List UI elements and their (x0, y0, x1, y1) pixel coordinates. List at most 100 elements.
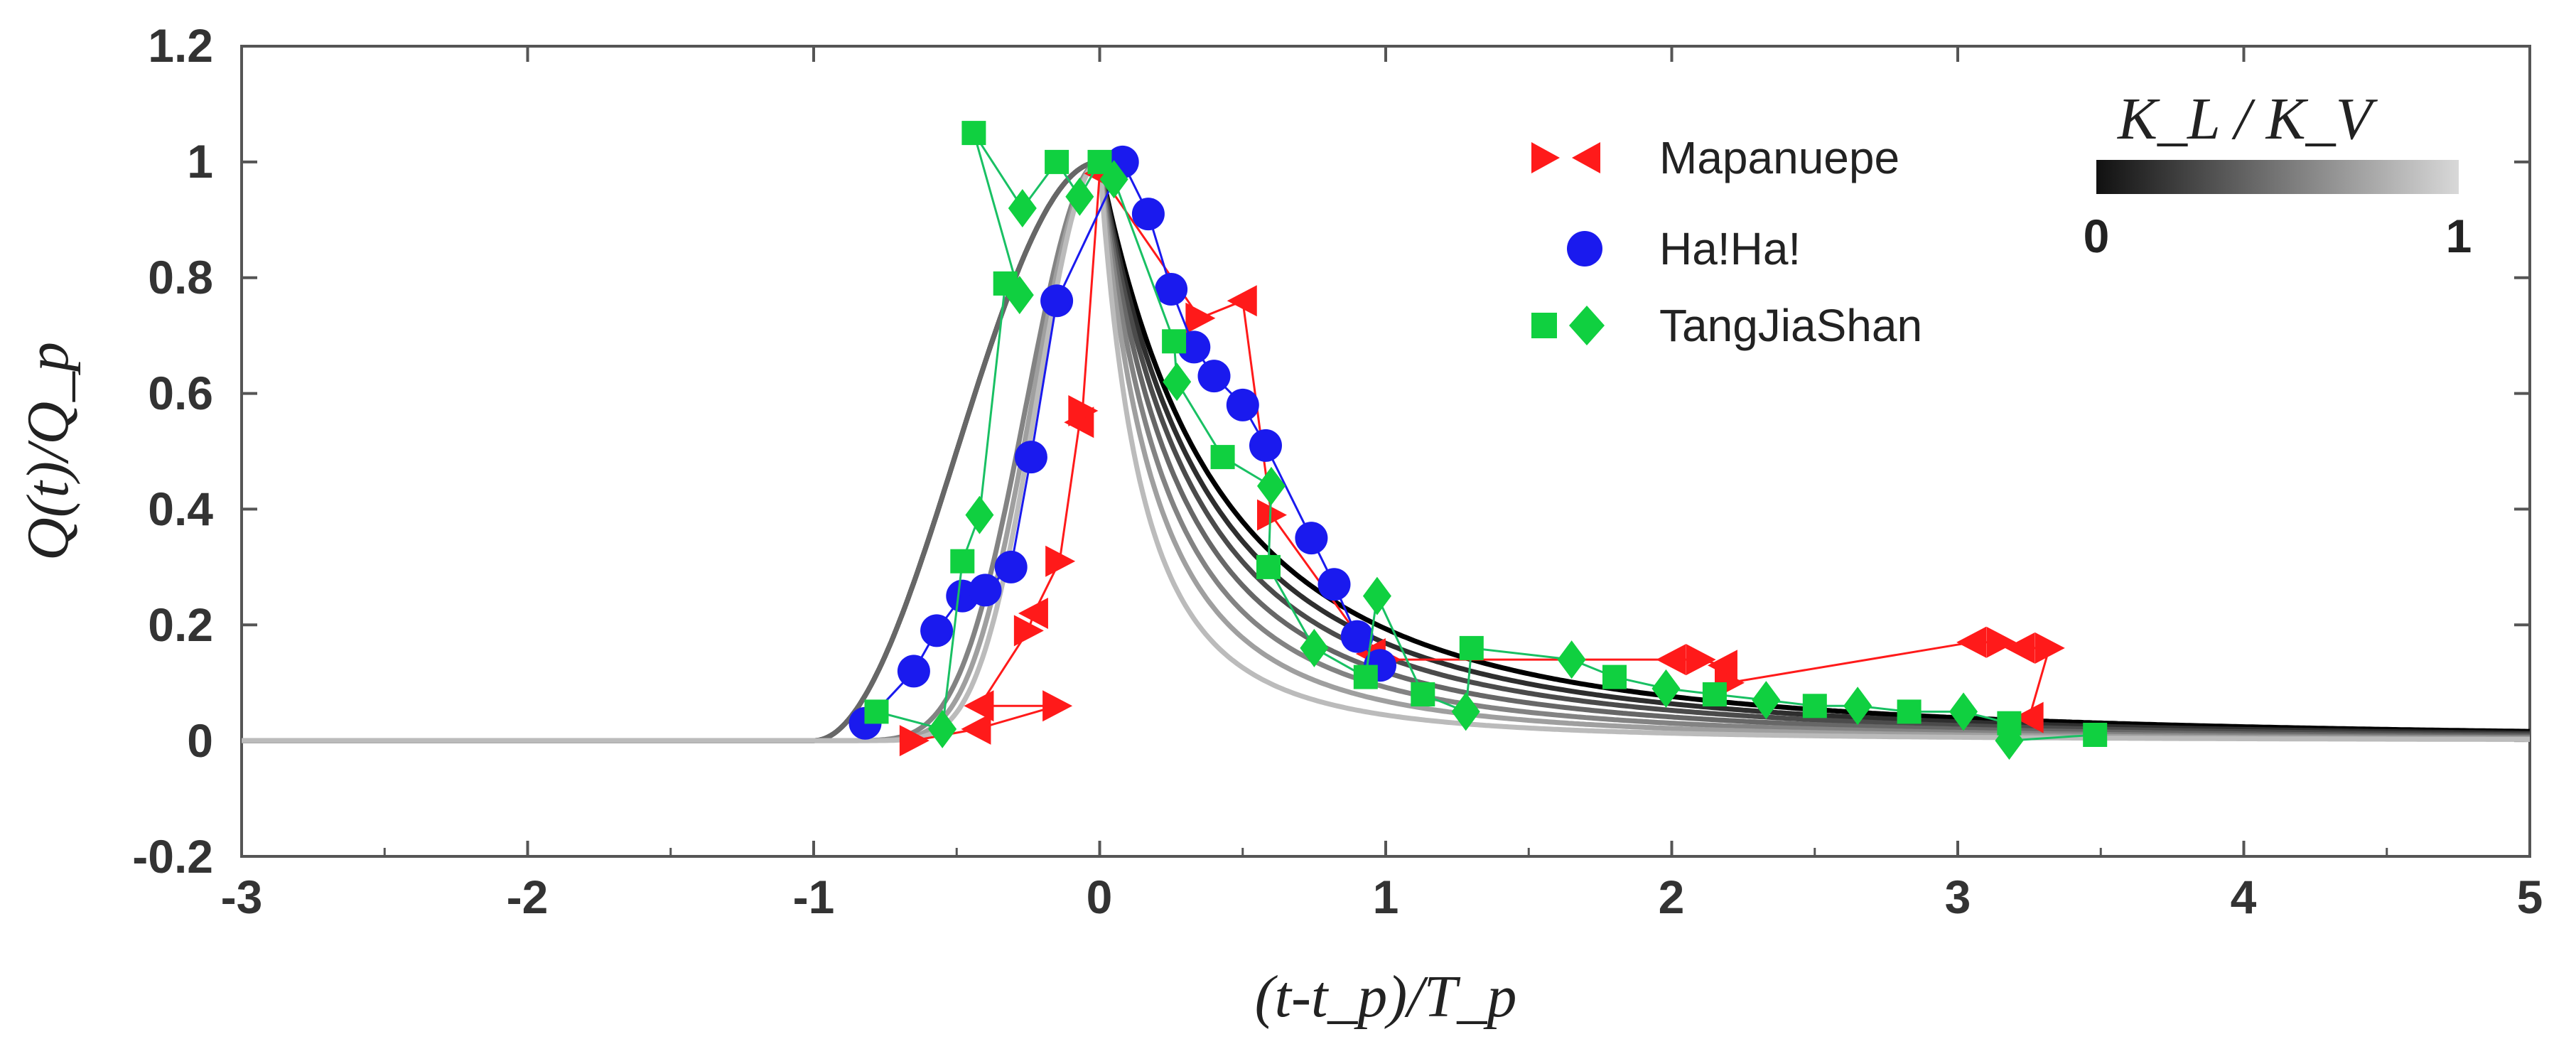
gradient-bar (2096, 160, 2459, 194)
mapanuepe-point (1185, 302, 1216, 334)
y-tick-label: 0.6 (148, 367, 213, 419)
tangjiashan-point (1752, 681, 1781, 720)
model-curve (242, 158, 2530, 743)
x-tick-label: -1 (793, 871, 835, 923)
mapanuepe-point (2005, 632, 2035, 664)
mapanuepe-point (1068, 395, 1099, 426)
observed-series (848, 121, 2108, 760)
y-tick-label: -0.2 (132, 830, 213, 883)
tangjiashan-point (1651, 669, 1681, 708)
mapanuepe-point (1018, 598, 1048, 629)
legend-tangjiashan-label: TangJiaShan (1659, 300, 1922, 351)
tangjiashan-point (2083, 723, 2108, 747)
legend-haha-marker (1567, 231, 1602, 267)
mapanuepe-point (1257, 499, 1287, 531)
mapanuepe-point (1656, 644, 1686, 676)
tangjiashan-point (1843, 687, 1872, 726)
y-tick-label: 1.2 (148, 19, 213, 72)
y-tick-label: 1 (187, 135, 213, 188)
tangjiashan-point (1602, 664, 1627, 689)
mapanuepe-point (2035, 632, 2065, 664)
tangjiashan-point (1257, 466, 1286, 505)
tangjiashan-point (965, 495, 994, 534)
legend-tangjiashan-marker (1531, 306, 1605, 345)
haha-point (1340, 620, 1374, 653)
tangjiashan-point (1557, 640, 1586, 679)
x-tick-label: 2 (1659, 871, 1685, 923)
tangjiashan-point (1210, 445, 1235, 470)
y-tick-label: 0 (187, 714, 213, 767)
haha-point (1155, 273, 1188, 306)
x-tick-label: -3 (221, 871, 263, 923)
tangjiashan-point (950, 549, 975, 574)
haha-point (1226, 388, 1259, 421)
mapanuepe-point (964, 690, 994, 722)
tangjiashan-point (1411, 682, 1435, 706)
haha-point (1295, 522, 1328, 555)
haha-point (920, 614, 954, 647)
mapanuepe-point (961, 713, 991, 745)
tangjiashan-line (876, 132, 2096, 742)
x-tick-label: 0 (1087, 871, 1113, 923)
x-tick-label: 5 (2517, 871, 2543, 923)
tangjiashan-point (1008, 189, 1037, 227)
tangjiashan-point (1005, 276, 1034, 315)
mapanuepe-point (1042, 690, 1073, 722)
tangjiashan-point (928, 709, 957, 748)
mapanuepe-point (1986, 626, 2017, 658)
tangjiashan-point (1065, 177, 1094, 216)
y-tick-label: 0.4 (148, 483, 213, 535)
tangjiashan-point (1451, 692, 1480, 731)
tangjiashan-point (1702, 682, 1727, 706)
x-tick-label: -2 (507, 871, 549, 923)
tangjiashan-point (1162, 329, 1187, 354)
gradient-end-label: 1 (2446, 210, 2472, 262)
mapanuepe-point (1956, 626, 1987, 658)
tangjiashan-point (1300, 628, 1329, 667)
tangjiashan-point (961, 121, 986, 146)
haha-point (1317, 568, 1351, 601)
tangjiashan-point (1045, 149, 1069, 174)
haha-point (1197, 360, 1231, 393)
mapanuepe-point (1227, 285, 1257, 317)
tangjiashan-point (864, 699, 889, 724)
mapanuepe-point (899, 725, 929, 757)
mapanuepe-point (1707, 650, 1737, 682)
tangjiashan-point (1256, 554, 1281, 579)
haha-point (1040, 284, 1074, 318)
tangjiashan-point (1099, 160, 1128, 199)
haha-point (1014, 441, 1047, 474)
tangjiashan-point (1995, 721, 2024, 760)
tangjiashan-point (1353, 664, 1378, 689)
haha-point (1249, 429, 1282, 462)
tangjiashan-point (1163, 362, 1192, 402)
x-tick-label: 1 (1373, 871, 1399, 923)
tangjiashan-point (1897, 699, 1922, 724)
mapanuepe-point (2013, 701, 2044, 733)
legend-haha-label: Ha!Ha! (1659, 223, 1801, 274)
haha-point (969, 574, 1002, 607)
tangjiashan-point (1362, 576, 1391, 615)
tangjiashan-point (1459, 635, 1484, 660)
haha-point (994, 550, 1028, 583)
mapanuepe-point (1686, 644, 1716, 676)
tangjiashan-point (1949, 692, 1978, 731)
x-axis-title: (t-t_p)/T_p (1255, 964, 1517, 1030)
gradient-start-label: 0 (2084, 210, 2110, 262)
legend-mapanuepe-marker (1531, 142, 1600, 173)
y-tick-label: 0.2 (148, 598, 213, 651)
legend-mapanuepe-label: Mapanuepe (1659, 132, 1899, 183)
gradient-title: K_L / K_V (2117, 86, 2378, 152)
ticks-layer (240, 45, 2531, 858)
x-tick-label: 4 (2231, 871, 2257, 923)
tangjiashan-point (1802, 694, 1827, 719)
mapanuepe-point (1013, 615, 1044, 647)
legend: Mapanuepe Ha!Ha! TangJiaShan K_L / K_V 0… (1531, 86, 2472, 351)
x-tick-label: 3 (1945, 871, 1971, 923)
haha-point (897, 655, 930, 688)
y-axis-title: Q(t)/Q_p (15, 342, 81, 561)
y-tick-label: 0.8 (148, 251, 213, 303)
mapanuepe-point (1045, 545, 1076, 577)
haha-point (1131, 198, 1165, 231)
